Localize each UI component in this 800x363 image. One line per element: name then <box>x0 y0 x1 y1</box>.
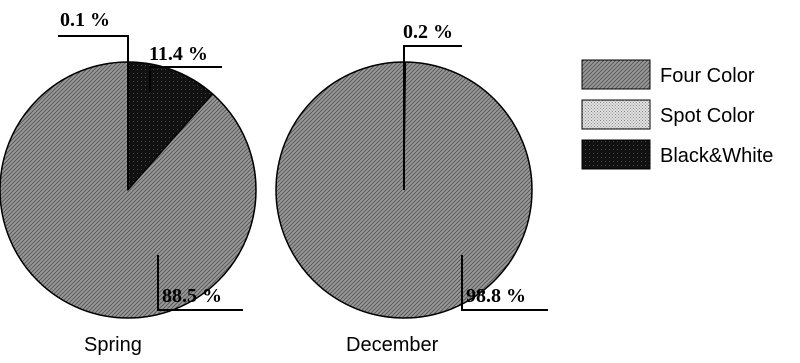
legend-label-four-color: Four Color <box>660 65 755 87</box>
label-december-four: 98.8 % <box>466 285 526 307</box>
legend: Four Color Spot Color Black&White <box>581 59 773 170</box>
legend-swatch-black-white <box>581 139 651 170</box>
leader-december-four <box>461 255 548 311</box>
label-spring-four: 88.5 % <box>162 285 222 307</box>
leader-spring-spot <box>58 35 129 190</box>
leader-december-spot <box>403 45 462 190</box>
legend-swatch-spot-color <box>581 99 651 130</box>
leader-spring-four <box>157 255 243 311</box>
legend-swatch-four-color <box>581 59 651 90</box>
caption-spring: Spring <box>84 334 142 356</box>
legend-label-black-white: Black&White <box>660 145 773 167</box>
label-spring-spot: 0.1 % <box>60 9 110 31</box>
caption-december: December <box>346 334 439 356</box>
label-december-spot: 0.2 % <box>403 21 453 43</box>
leader-spring-bw <box>149 66 222 92</box>
legend-label-spot-color: Spot Color <box>660 105 755 127</box>
label-spring-bw: 11.4 % <box>149 43 208 65</box>
